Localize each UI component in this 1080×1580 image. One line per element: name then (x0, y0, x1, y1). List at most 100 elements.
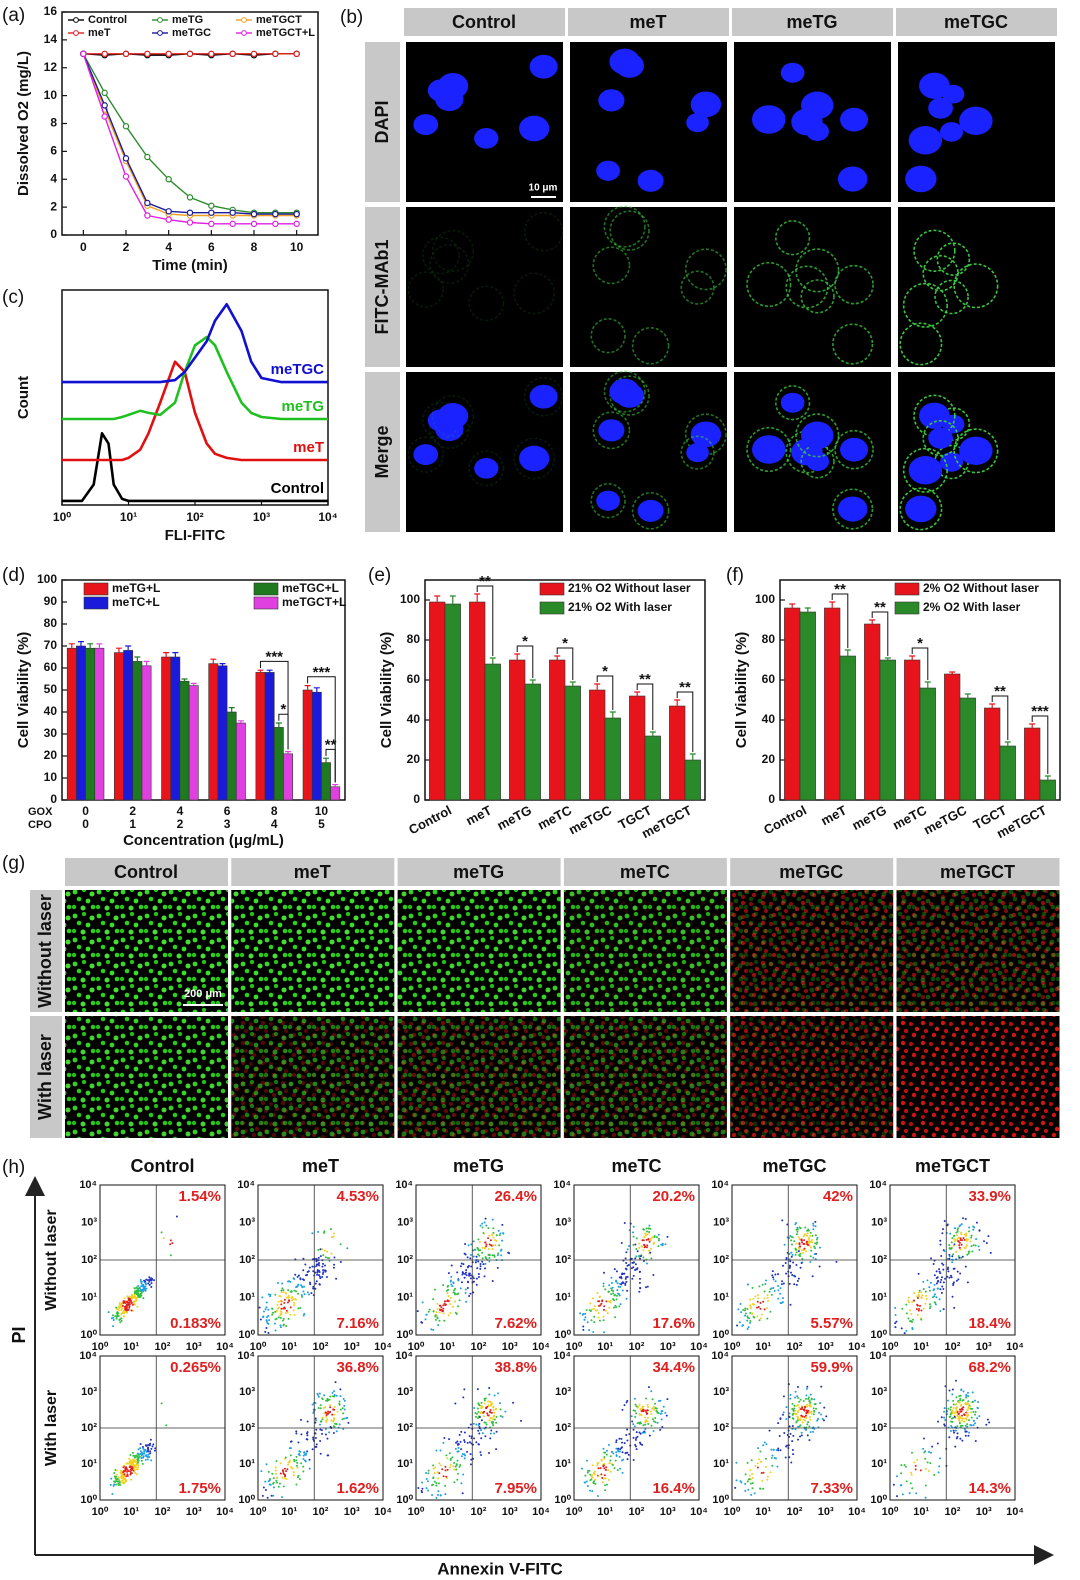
event-dot (623, 1272, 626, 1275)
event-dot (796, 1228, 799, 1231)
nucleus (519, 445, 550, 472)
event-dot (650, 1424, 653, 1427)
event-dot (470, 1243, 473, 1246)
event-dot (948, 1436, 951, 1439)
event-dot (784, 1261, 787, 1264)
event-dot (318, 1392, 321, 1395)
event-dot (912, 1299, 915, 1302)
event-dot (264, 1330, 267, 1333)
event-dot (484, 1262, 487, 1265)
event-dot (148, 1278, 151, 1281)
event-dot (750, 1493, 753, 1496)
event-dot (941, 1285, 944, 1288)
live-cells (896, 890, 1060, 1012)
event-dot (285, 1309, 288, 1312)
event-dot (107, 1311, 110, 1314)
event-dot (809, 1234, 812, 1237)
event-dot (269, 1293, 272, 1296)
event-dot (779, 1292, 782, 1295)
event-dot (457, 1279, 460, 1282)
event-dot (295, 1455, 298, 1458)
error-bar (219, 663, 226, 666)
event-dot (788, 1267, 791, 1270)
event-dot (970, 1236, 973, 1239)
event-dot (786, 1223, 789, 1226)
event-dot (952, 1403, 955, 1406)
event-dot (289, 1313, 292, 1316)
membrane (913, 229, 956, 272)
bar (484, 663, 501, 801)
event-dot (625, 1433, 628, 1436)
event-dot (318, 1262, 321, 1265)
event-dot (771, 1464, 774, 1467)
event-dot (950, 1247, 953, 1250)
event-dot (760, 1471, 763, 1474)
event-dot (936, 1280, 939, 1283)
y-tick-label: 10⁰ (870, 1494, 887, 1506)
event-dot (922, 1307, 925, 1310)
event-dot (650, 1390, 653, 1393)
event-dot (593, 1305, 596, 1308)
event-dot (270, 1494, 273, 1497)
event-dot (639, 1432, 642, 1435)
event-dot (960, 1404, 963, 1407)
event-dot (792, 1410, 795, 1413)
event-dot (645, 1227, 648, 1230)
event-dot (974, 1399, 977, 1402)
event-dot (815, 1238, 818, 1241)
membrane (468, 450, 505, 487)
event-dot (472, 1277, 475, 1280)
event-dot (148, 1280, 151, 1283)
y-tick-label: 10⁴ (553, 1350, 571, 1362)
point (165, 176, 172, 183)
event-dot (492, 1408, 495, 1411)
event-dot (593, 1315, 596, 1318)
y-tick-label: 10¹ (81, 1291, 97, 1303)
event-dot (447, 1284, 450, 1287)
error-bar (1029, 723, 1036, 728)
event-dot (623, 1404, 626, 1407)
event-dot (483, 1421, 486, 1424)
event-dot (803, 1239, 806, 1242)
panel-label: (g) (2, 853, 25, 874)
event-dot (120, 1470, 123, 1473)
event-dot (946, 1268, 949, 1271)
event-dot (746, 1307, 749, 1310)
event-dot (650, 1237, 653, 1240)
event-dot (749, 1319, 752, 1322)
y-tick-label: 10¹ (871, 1291, 887, 1303)
y-tick-label: 100 (400, 592, 420, 606)
event-dot (770, 1287, 773, 1290)
event-dot (775, 1449, 778, 1452)
event-dot (988, 1421, 991, 1424)
event-dot (311, 1232, 314, 1235)
event-dot (489, 1437, 492, 1440)
event-dot (956, 1425, 959, 1428)
event-dot (137, 1459, 140, 1462)
event-dot (282, 1289, 285, 1292)
event-dot (300, 1294, 303, 1297)
membrane (834, 264, 874, 305)
event-dot (495, 1448, 498, 1451)
event-dot (117, 1476, 120, 1479)
event-dot (468, 1441, 471, 1444)
event-dot (326, 1418, 329, 1421)
event-dot (449, 1457, 452, 1460)
event-dot (437, 1477, 440, 1480)
event-dot (766, 1317, 769, 1320)
bar (76, 645, 86, 801)
event-dot (626, 1439, 629, 1442)
event-dot (128, 1305, 131, 1308)
nucleus (840, 107, 869, 132)
event-dot (661, 1426, 664, 1429)
nucleus (686, 442, 709, 463)
event-dot (115, 1469, 118, 1472)
event-dot (312, 1270, 315, 1273)
event-dot (292, 1277, 295, 1280)
event-dot (461, 1452, 464, 1455)
event-dot (488, 1419, 491, 1422)
event-dot (300, 1284, 303, 1287)
event-dot (326, 1250, 329, 1253)
event-dot (447, 1288, 450, 1291)
event-dot (900, 1464, 903, 1467)
